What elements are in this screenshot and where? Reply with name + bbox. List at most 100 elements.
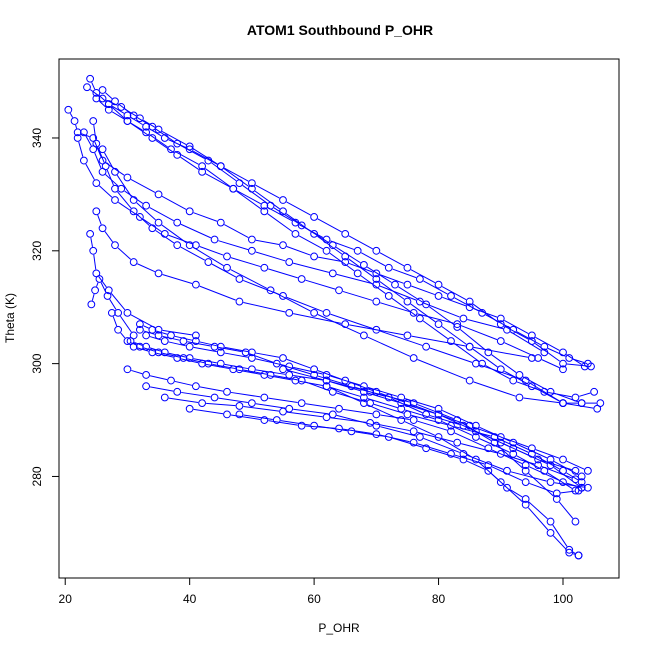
- series-segment: [442, 296, 467, 307]
- series-segment: [143, 119, 156, 128]
- data-point: [322, 376, 331, 385]
- series-segment: [460, 421, 492, 441]
- series-segment: [348, 235, 374, 250]
- series-segment: [330, 386, 361, 397]
- series-segment: [174, 335, 193, 341]
- series-segment: [528, 473, 555, 497]
- data-point: [434, 320, 443, 329]
- data-point: [297, 221, 306, 230]
- data-point: [546, 517, 555, 526]
- data-point: [509, 376, 518, 385]
- data-point: [571, 517, 580, 526]
- series-segment: [223, 168, 249, 187]
- series-segment: [572, 358, 585, 363]
- data-point: [415, 314, 424, 323]
- series-segment: [410, 303, 436, 323]
- data-point: [185, 404, 194, 413]
- data-point: [129, 207, 138, 216]
- data-point: [540, 348, 549, 357]
- data-point: [260, 393, 269, 402]
- series-segment: [211, 263, 237, 278]
- series-segment: [349, 324, 404, 336]
- series-segment: [527, 507, 549, 531]
- series-segment: [117, 247, 132, 260]
- data-point: [503, 483, 511, 492]
- data-point: [260, 416, 269, 424]
- data-point: [260, 207, 269, 216]
- series-segment: [528, 382, 560, 402]
- data-point: [415, 433, 424, 441]
- data-point: [191, 280, 200, 289]
- series-segment: [224, 224, 249, 239]
- series-segment: [286, 201, 311, 216]
- data-point: [552, 489, 561, 498]
- data-point: [322, 371, 331, 379]
- data-point: [123, 173, 132, 182]
- x-tick-label: 80: [432, 592, 446, 606]
- series-segment: [174, 150, 199, 165]
- data-point: [453, 416, 462, 424]
- data-point: [359, 387, 368, 396]
- series-segment: [136, 117, 150, 126]
- data-point: [372, 325, 381, 334]
- data-point: [546, 528, 555, 537]
- data-point: [223, 263, 231, 272]
- data-point: [92, 94, 101, 103]
- data-point: [534, 455, 543, 464]
- series-segment: [85, 163, 95, 180]
- data-point: [359, 261, 368, 269]
- series-segment: [367, 386, 398, 397]
- series-segment: [529, 466, 560, 481]
- data-point: [235, 402, 244, 410]
- series-segment: [91, 82, 96, 90]
- series-segment: [100, 282, 107, 293]
- series-segment: [292, 262, 330, 273]
- series-segment: [510, 331, 542, 351]
- data-point: [415, 275, 424, 283]
- data-point: [596, 399, 605, 408]
- data-point: [478, 359, 487, 368]
- data-point: [471, 359, 480, 368]
- data-point: [111, 167, 119, 176]
- data-point: [204, 258, 213, 266]
- series-segment: [174, 380, 193, 386]
- series-segment: [273, 291, 311, 312]
- data-point: [366, 418, 375, 427]
- data-point: [92, 207, 101, 216]
- data-point: [397, 393, 406, 402]
- series-segment: [460, 325, 498, 341]
- series-7: [73, 134, 567, 374]
- series-segment: [90, 237, 93, 247]
- series-segment: [193, 346, 217, 353]
- series-segment: [404, 421, 436, 436]
- data-point: [135, 114, 144, 123]
- data-point: [366, 387, 375, 396]
- data-point: [496, 314, 505, 323]
- series-segment: [293, 366, 323, 375]
- data-point: [107, 308, 116, 317]
- series-segment: [392, 437, 423, 448]
- data-point: [260, 371, 269, 379]
- data-point: [98, 86, 107, 94]
- data-point: [496, 365, 505, 374]
- series-19: [123, 365, 586, 492]
- series-segment: [422, 320, 449, 340]
- data-point: [123, 308, 132, 317]
- data-point: [335, 404, 343, 413]
- series-segment: [230, 257, 261, 268]
- data-point: [403, 297, 412, 306]
- series-segment: [441, 326, 467, 345]
- series-11: [86, 229, 200, 340]
- series-segment: [504, 325, 529, 340]
- data-point: [73, 134, 82, 142]
- data-point: [291, 218, 300, 227]
- data-point: [577, 472, 586, 481]
- series-segment: [93, 254, 97, 270]
- data-point: [310, 308, 319, 317]
- x-tick-label: 40: [183, 592, 197, 606]
- data-point: [359, 331, 368, 340]
- series-segment: [429, 415, 460, 426]
- data-point: [160, 348, 169, 357]
- x-axis-label: P_OHR: [318, 621, 360, 635]
